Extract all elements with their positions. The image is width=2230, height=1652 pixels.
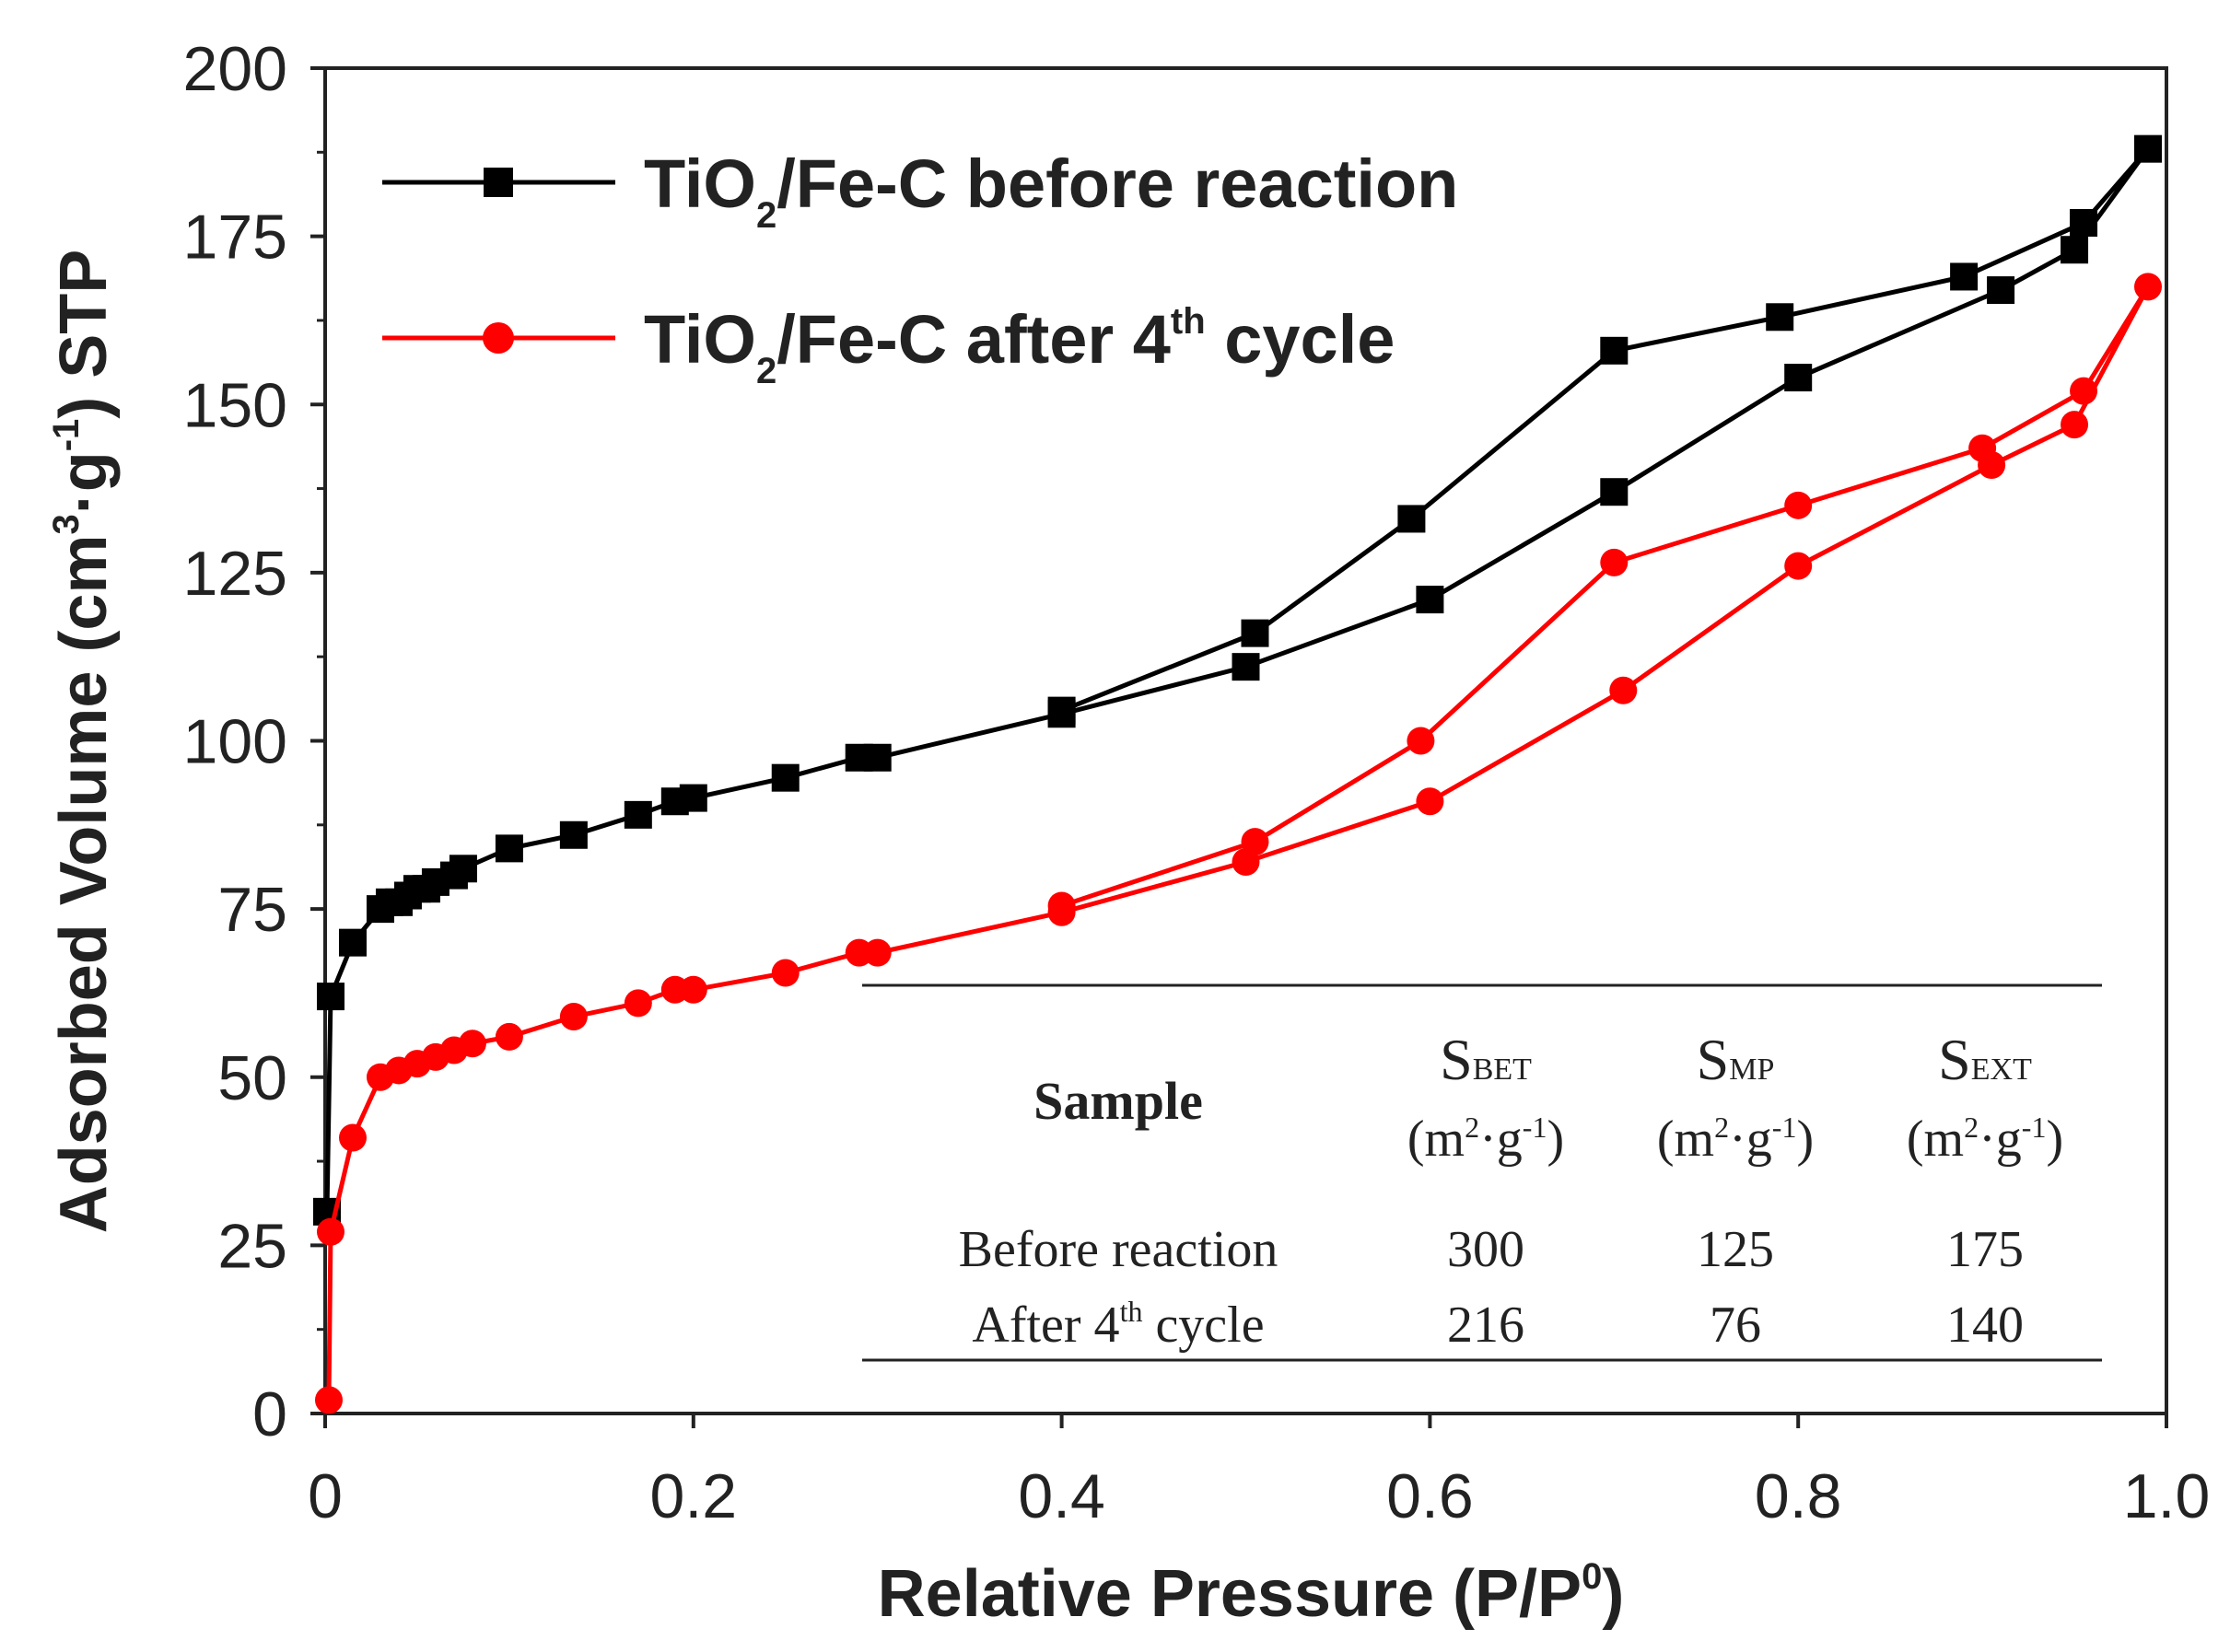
series-after-4th-cycle [314,273,2163,1414]
data-point [679,784,707,812]
data-point [2070,209,2098,238]
data-point [2070,377,2098,405]
data-point [316,1217,344,1246]
data-point [1950,262,1979,291]
data-point [2061,411,2089,439]
table-cell: 140 [1946,1297,2024,1354]
data-point [1241,619,1269,647]
table-cell: 300 [1447,1221,1524,1278]
data-point [1968,434,1997,462]
y-tick-label: 150 [183,370,287,440]
data-point [771,763,800,792]
data-point [1397,505,1426,533]
legend-marker-square [484,168,513,197]
x-tick-label: 0.2 [650,1461,738,1531]
data-point [338,1123,367,1152]
legend-label-before: TiO2/Fe-C before reaction [644,145,1458,236]
y-tick-label: 175 [183,203,287,273]
data-point [1232,653,1260,681]
data-point [1784,491,1813,519]
data-point [1407,727,1435,755]
series-before-reaction [312,134,2163,1226]
data-point [1241,828,1269,856]
data-point [2134,273,2163,301]
data-point [449,855,477,883]
data-point [559,820,588,849]
inset-table: Sample SBET (m2·g-1) SMP (m2·g-1) SEXT (m2·g-… [862,983,2102,1362]
y-tick-label: 100 [183,707,287,777]
data-point [2134,134,2163,163]
legend: TiO2/Fe-C before reaction TiO2/Fe-C afte… [382,145,1458,391]
data-point [1609,676,1638,704]
x-axis-label: Relative Pressure (P/P0) [878,1556,1625,1631]
x-tick-label: 0 [308,1461,343,1531]
data-point [1047,891,1076,920]
data-point [863,743,892,772]
table-header-mp: SMP [1697,1027,1775,1092]
x-tick-label: 0.4 [1018,1461,1105,1531]
table-header-unit: (m2·g-1) [1907,1111,2063,1168]
data-point [771,959,800,987]
table-header-unit: (m2·g-1) [1407,1111,1564,1168]
data-point [314,1386,343,1414]
data-point [863,938,892,967]
y-tick-label: 75 [217,875,287,945]
table-row-sample: Before reaction [959,1221,1278,1278]
y-tick-label: 25 [217,1211,287,1281]
data-point [1047,696,1076,725]
data-point [559,1003,588,1031]
table-cell: 125 [1697,1221,1774,1278]
y-tick-label: 200 [183,34,287,104]
data-point [624,800,652,829]
table-header-ext: SEXT [1938,1027,2032,1092]
axis-ticks: 0 0.2 0.4 0.6 0.8 1.0 0 25 50 75 100 125 150 175 200 [183,34,2211,1531]
data-point [2061,236,2089,264]
table-header-bet: SBET [1440,1027,1532,1092]
y-axis-label: Adsorbed Volume (cm3·g-1) STP [46,250,121,1234]
data-point [495,834,523,863]
series-group [312,134,2163,1414]
data-point [495,1022,523,1051]
data-point [338,928,367,957]
table-cell: 175 [1946,1221,2024,1278]
table-row-sample: After 4th cycle [972,1295,1264,1354]
table-header-unit: (m2·g-1) [1657,1111,1814,1168]
data-point [1600,548,1629,576]
legend-label-after: TiO2/Fe-C after 4th cycle [644,301,1395,391]
x-tick-label: 0.8 [1755,1461,1842,1531]
y-tick-label: 50 [217,1043,287,1113]
data-point [1416,787,1444,816]
data-point [679,975,707,1004]
table-header-sample: Sample [1033,1071,1203,1131]
data-point [1600,478,1629,506]
x-tick-label: 1.0 [2123,1461,2211,1531]
table-cell: 76 [1710,1297,1761,1354]
y-tick-label: 125 [183,539,287,609]
legend-marker-circle [483,322,514,354]
data-point [1416,586,1444,614]
plot-frame [323,66,2168,1415]
table-cell: 216 [1447,1297,1524,1354]
data-point [1766,303,1794,332]
data-point [1987,276,2015,305]
data-point [1600,336,1629,365]
data-point [458,1030,486,1058]
data-point [316,983,344,1011]
data-point [1784,364,1813,392]
x-tick-label: 0.6 [1386,1461,1474,1531]
y-tick-label: 0 [252,1379,287,1449]
data-point [1784,552,1813,580]
data-point [624,989,652,1018]
